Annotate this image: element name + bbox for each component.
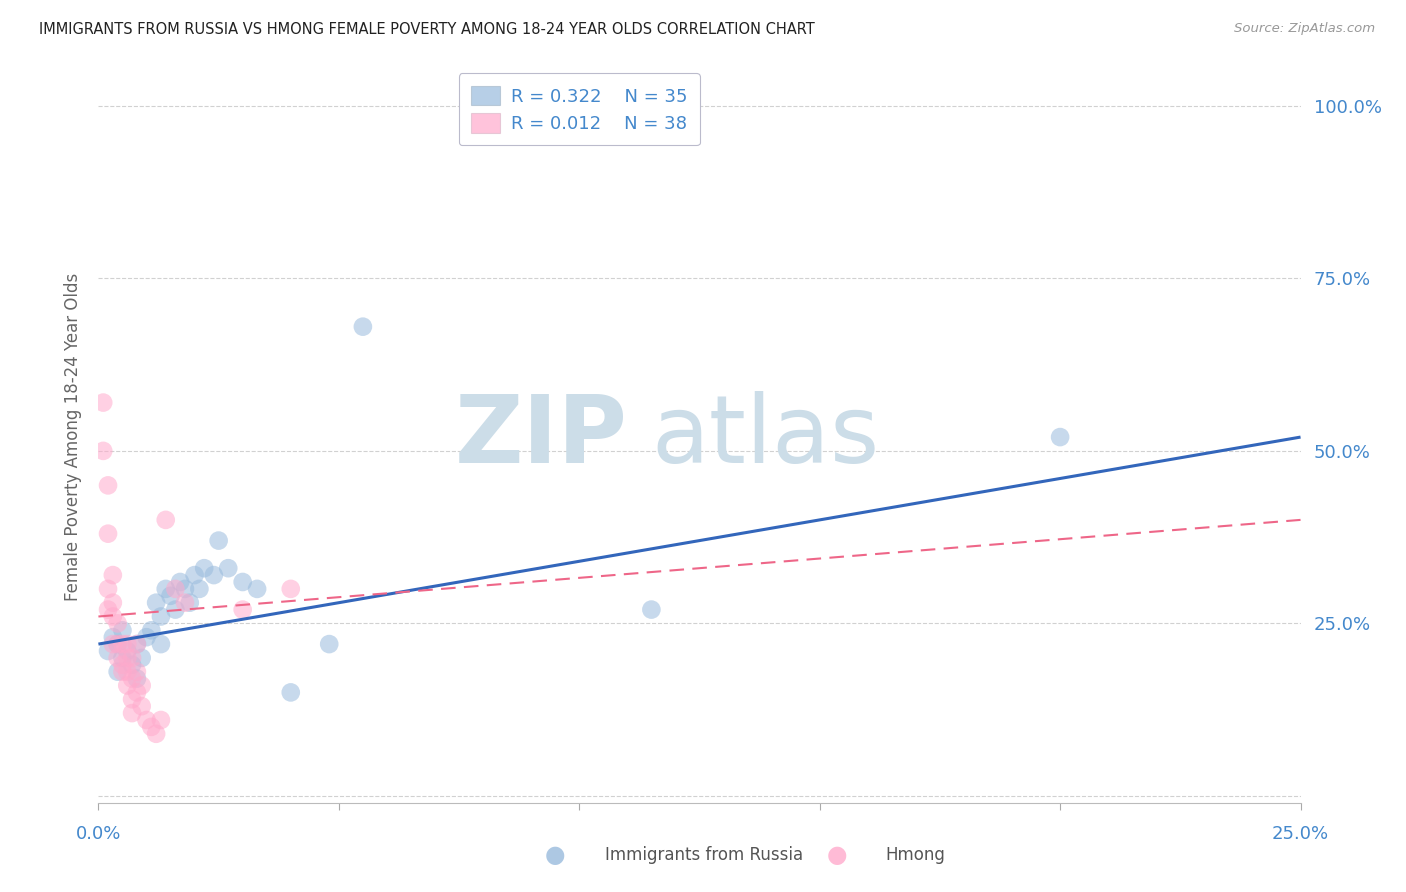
Point xyxy=(169,574,191,589)
Point xyxy=(155,582,177,596)
Point xyxy=(280,582,302,596)
Point xyxy=(107,637,129,651)
Text: Immigrants from Russia: Immigrants from Russia xyxy=(605,846,803,863)
Point xyxy=(640,602,662,616)
Point xyxy=(217,561,239,575)
Point xyxy=(91,443,114,458)
Point xyxy=(107,616,129,631)
Point xyxy=(135,713,157,727)
Point xyxy=(121,692,143,706)
Point xyxy=(121,706,143,720)
Legend: R = 0.322    N = 35, R = 0.012    N = 38: R = 0.322 N = 35, R = 0.012 N = 38 xyxy=(458,73,700,145)
Point xyxy=(1049,430,1071,444)
Text: 0.0%: 0.0% xyxy=(76,825,121,843)
Point xyxy=(125,665,148,679)
Point xyxy=(97,478,120,492)
Point xyxy=(145,596,167,610)
Point xyxy=(117,644,139,658)
Text: ●: ● xyxy=(546,843,565,866)
Point xyxy=(232,602,254,616)
Point xyxy=(193,561,215,575)
Point xyxy=(111,657,134,672)
Point xyxy=(280,685,302,699)
Point xyxy=(246,582,269,596)
Point xyxy=(165,582,187,596)
Point xyxy=(121,651,143,665)
Point xyxy=(149,637,172,651)
Text: ●: ● xyxy=(827,843,846,866)
Point xyxy=(318,637,340,651)
Point xyxy=(125,637,148,651)
Point xyxy=(141,624,163,638)
Point xyxy=(111,651,134,665)
Point xyxy=(352,319,374,334)
Point xyxy=(111,637,134,651)
Point xyxy=(174,596,197,610)
Point xyxy=(117,637,139,651)
Point xyxy=(165,602,187,616)
Point xyxy=(97,526,120,541)
Point xyxy=(101,609,124,624)
Point xyxy=(145,727,167,741)
Point xyxy=(117,678,139,692)
Point xyxy=(117,651,139,665)
Point xyxy=(183,568,205,582)
Point xyxy=(135,630,157,644)
Text: Hmong: Hmong xyxy=(886,846,946,863)
Point xyxy=(202,568,225,582)
Point xyxy=(155,513,177,527)
Point xyxy=(159,589,181,603)
Point xyxy=(101,596,124,610)
Point xyxy=(111,624,134,638)
Point xyxy=(107,637,129,651)
Y-axis label: Female Poverty Among 18-24 Year Olds: Female Poverty Among 18-24 Year Olds xyxy=(63,273,82,601)
Point xyxy=(97,582,120,596)
Text: atlas: atlas xyxy=(651,391,880,483)
Point xyxy=(131,651,153,665)
Point xyxy=(97,644,120,658)
Point xyxy=(101,637,124,651)
Point xyxy=(131,699,153,714)
Point xyxy=(174,582,197,596)
Point xyxy=(91,395,114,409)
Point xyxy=(107,665,129,679)
Point xyxy=(107,651,129,665)
Point xyxy=(125,672,148,686)
Point xyxy=(101,630,124,644)
Text: 25.0%: 25.0% xyxy=(1272,825,1329,843)
Point xyxy=(188,582,211,596)
Point xyxy=(125,685,148,699)
Point xyxy=(131,678,153,692)
Point xyxy=(97,602,120,616)
Point xyxy=(125,637,148,651)
Point xyxy=(121,657,143,672)
Point xyxy=(101,568,124,582)
Text: IMMIGRANTS FROM RUSSIA VS HMONG FEMALE POVERTY AMONG 18-24 YEAR OLDS CORRELATION: IMMIGRANTS FROM RUSSIA VS HMONG FEMALE P… xyxy=(39,22,815,37)
Point xyxy=(117,665,139,679)
Text: Source: ZipAtlas.com: Source: ZipAtlas.com xyxy=(1234,22,1375,36)
Point xyxy=(141,720,163,734)
Point xyxy=(232,574,254,589)
Point xyxy=(208,533,231,548)
Point xyxy=(149,713,172,727)
Text: ZIP: ZIP xyxy=(454,391,627,483)
Point xyxy=(149,609,172,624)
Point xyxy=(121,672,143,686)
Point xyxy=(111,665,134,679)
Point xyxy=(179,596,201,610)
